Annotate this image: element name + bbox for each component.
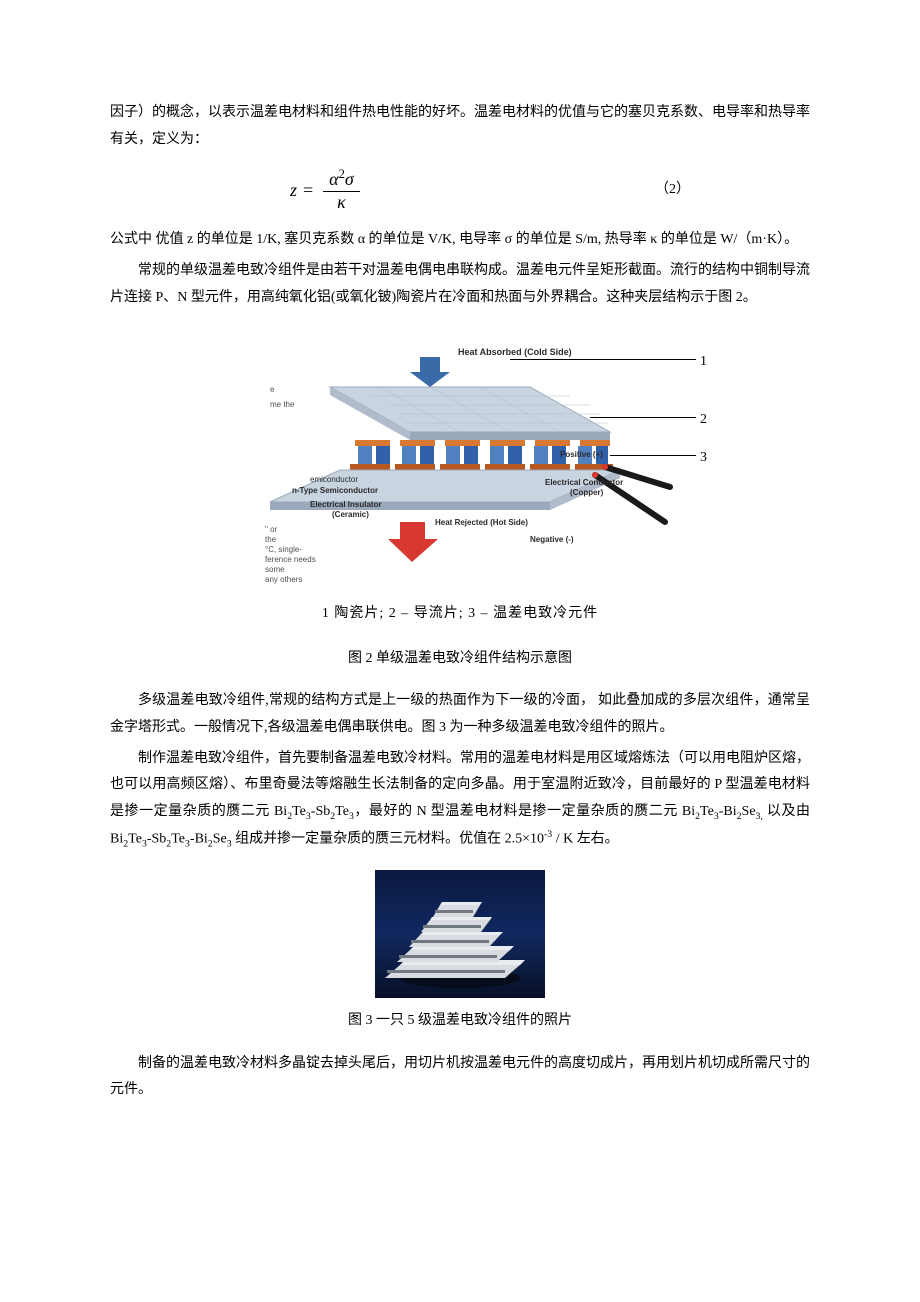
figure-3-caption: 图 3 一只 5 级温差电致冷组件的照片 — [110, 1008, 810, 1035]
figure-3-svg — [375, 870, 545, 998]
paragraph-4: 多级温差电致冷组件,常规的结构方式是上一级的热面作为下一级的冷面， 如此叠加成的… — [110, 688, 810, 741]
paragraph-5: 制作温差电致冷组件，首先要制备温差电致冷材料。常用的温差电材料是用区域熔炼法（可… — [110, 746, 810, 855]
left-text-5: °C, single- — [265, 545, 302, 554]
label-positive: Positive (+) — [560, 450, 603, 459]
label-heat-rejected: Heat Rejected (Hot Side) — [435, 518, 528, 527]
eq-label: （2） — [364, 177, 810, 204]
left-text-3: " or — [265, 525, 278, 534]
left-text-1: e — [270, 385, 275, 394]
left-text-4: the — [265, 535, 277, 544]
eq-numerator: α2σ — [323, 167, 360, 192]
callout-2: 2 — [700, 407, 707, 434]
callout-1: 1 — [700, 349, 707, 376]
layer-4 — [397, 946, 514, 962]
paragraph-3: 常规的单级温差电致冷组件是由若干对温差电偶电串联构成。温差电元件呈矩形截面。流行… — [110, 258, 810, 311]
figure-2-caption: 图 2 单级温差电致冷组件结构示意图 — [110, 646, 810, 673]
label-conductor2: (Copper) — [570, 488, 604, 497]
p5-e: / K 左右。 — [552, 832, 619, 847]
paragraph-6: 制备的温差电致冷材料多晶锭去掉头尾后，用切片机按温差电元件的高度切成片，再用划片… — [110, 1051, 810, 1104]
layer-2 — [421, 917, 492, 932]
left-text-6: ference needs — [265, 555, 316, 564]
paragraph-1: 因子）的概念，以表示温差电材料和组件热电性能的好坏。温差电材料的优值与它的塞贝克… — [110, 100, 810, 153]
p5-d: 组成并掺一定量杂质的赝三元材料。优值在 2.5×10 — [232, 832, 544, 847]
p5-b: ，最好的 N 型温差电材料是掺一定量杂质的赝二元 Bi — [354, 804, 695, 819]
layer-5 — [385, 960, 525, 978]
left-text-2: me the — [270, 400, 295, 409]
equation-2: z = α2σ κ （2） — [110, 167, 810, 213]
callout-3: 3 — [700, 445, 707, 472]
label-insulator: Electrical Insulator — [310, 500, 382, 509]
label-negative: Negative (-) — [530, 535, 574, 544]
eq-lhs: z — [290, 173, 297, 207]
label-conductor: Electrical Conductor — [545, 478, 623, 487]
label-semiconductor: emiconductor — [310, 475, 358, 484]
label-insulator2: (Ceramic) — [332, 510, 369, 519]
eq-denominator: κ — [331, 192, 352, 214]
figure-3: 图 3 一只 5 级温差电致冷组件的照片 — [110, 870, 810, 1035]
figure-2-legend: 1 陶瓷片; 2 – 导流片; 3 – 温差电致冷元件 — [110, 601, 810, 628]
left-text-8: any others — [265, 575, 302, 584]
figure-2-svg: Heat Absorbed (Cold Side) emiconductor n… — [210, 327, 710, 587]
figure-2: Heat Absorbed (Cold Side) emiconductor n… — [110, 327, 810, 672]
label-ntype: n-Type Semiconductor — [292, 486, 378, 495]
paragraph-2: 公式中 优值 z 的单位是 1/K, 塞贝克系数 α 的单位是 V/K, 电导率… — [110, 227, 810, 254]
layer-3 — [409, 932, 503, 947]
label-heat-absorbed: Heat Absorbed (Cold Side) — [458, 347, 572, 357]
left-text-7: some — [265, 565, 285, 574]
